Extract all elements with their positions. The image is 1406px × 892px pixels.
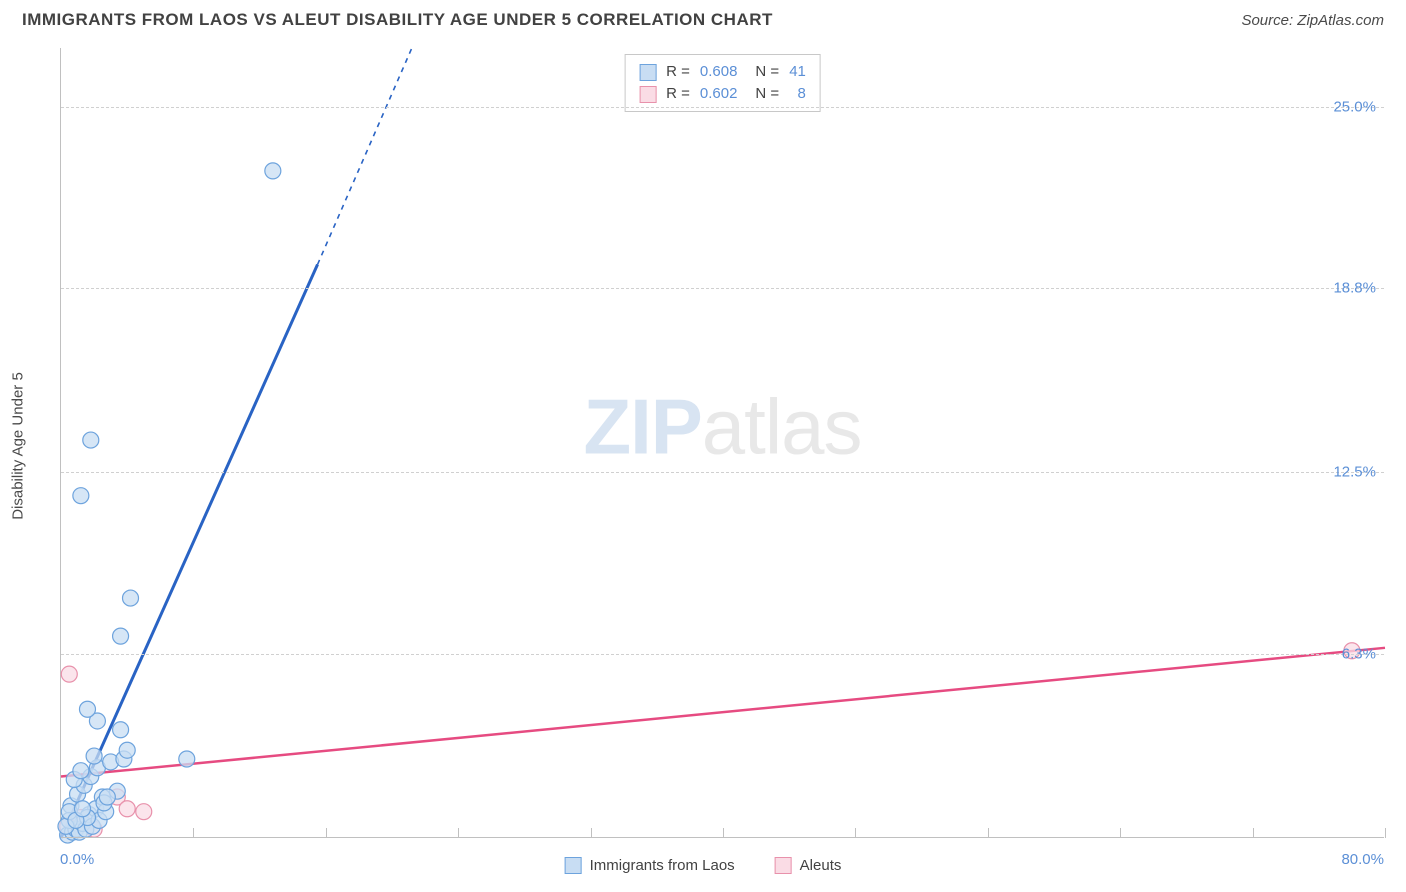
r-value: 0.608 xyxy=(700,61,738,83)
n-value: 8 xyxy=(789,83,806,105)
legend-row-blue: R = 0.608 N = 41 xyxy=(639,61,806,83)
r-label: R = xyxy=(666,83,690,105)
n-label: N = xyxy=(755,83,779,105)
source-label: Source: ZipAtlas.com xyxy=(1241,12,1384,29)
x-tick xyxy=(723,828,724,838)
x-origin-label: 0.0% xyxy=(60,851,94,868)
swatch-pink-icon xyxy=(775,857,792,874)
x-tick xyxy=(1253,828,1254,838)
x-tick xyxy=(591,828,592,838)
y-tick-label: 18.8% xyxy=(1333,279,1376,296)
legend-item-blue: Immigrants from Laos xyxy=(565,857,735,874)
x-max-label: 80.0% xyxy=(1341,851,1384,868)
y-axis-label: Disability Age Under 5 xyxy=(10,372,27,520)
swatch-blue-icon xyxy=(639,64,656,81)
y-tick-label: 25.0% xyxy=(1333,98,1376,115)
x-tick xyxy=(855,828,856,838)
r-value: 0.602 xyxy=(700,83,738,105)
gridline xyxy=(61,107,1384,108)
x-tick xyxy=(458,828,459,838)
legend-row-pink: R = 0.602 N = 8 xyxy=(639,83,806,105)
chart-area: ZIPatlas R = 0.608 N = 41 R = 0.602 N = … xyxy=(60,48,1384,838)
x-tick xyxy=(326,828,327,838)
swatch-blue-icon xyxy=(565,857,582,874)
x-tick xyxy=(1120,828,1121,838)
n-label: N = xyxy=(755,61,779,83)
legend-item-pink: Aleuts xyxy=(775,857,842,874)
y-tick-label: 6.3% xyxy=(1342,645,1376,662)
x-tick xyxy=(1385,828,1386,838)
chart-title: IMMIGRANTS FROM LAOS VS ALEUT DISABILITY… xyxy=(22,10,773,30)
gridline xyxy=(61,288,1384,289)
swatch-pink-icon xyxy=(639,86,656,103)
x-tick xyxy=(988,828,989,838)
plot-svg xyxy=(61,48,1384,838)
legend-series: Immigrants from Laos Aleuts xyxy=(565,857,842,874)
gridline xyxy=(61,472,1384,473)
n-value: 41 xyxy=(789,61,806,83)
y-tick-label: 12.5% xyxy=(1333,464,1376,481)
series-label: Immigrants from Laos xyxy=(590,857,735,874)
gridline xyxy=(61,654,1384,655)
r-label: R = xyxy=(666,61,690,83)
x-tick xyxy=(193,828,194,838)
series-label: Aleuts xyxy=(800,857,842,874)
legend-correlation: R = 0.608 N = 41 R = 0.602 N = 8 xyxy=(624,54,821,112)
